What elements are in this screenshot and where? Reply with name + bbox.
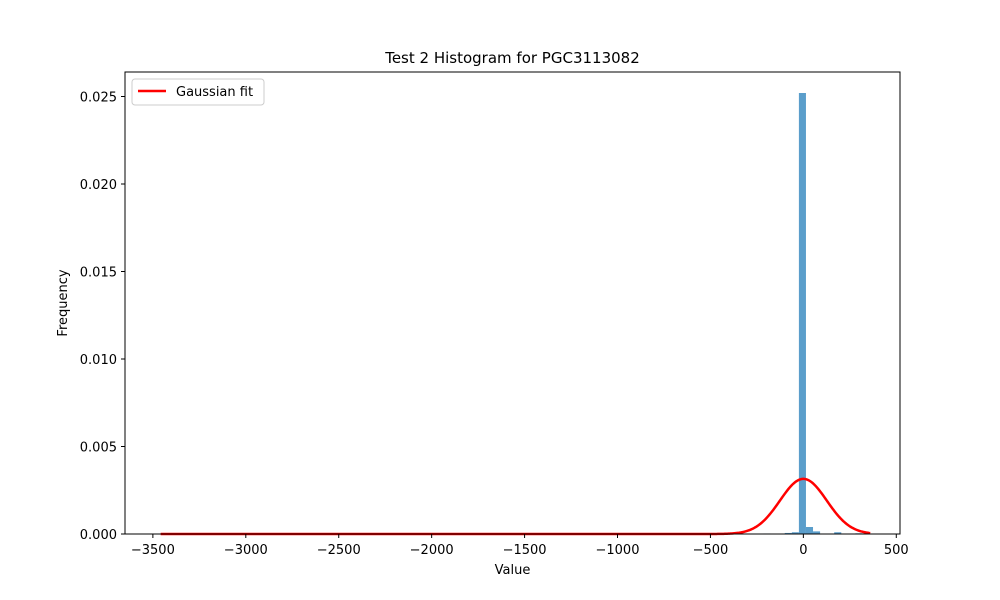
x-axis: −3500 −3000 −2500 −2000 −1500 −1000 −500 0 500 — [131, 534, 909, 558]
y-tick-label: 0.000 — [80, 528, 117, 543]
x-tick-label: −1000 — [596, 543, 640, 558]
histogram-bar-4 — [798, 93, 806, 534]
histogram-bar-5 — [805, 527, 814, 534]
histogram-bar-7 — [834, 532, 842, 534]
x-tick-label: 500 — [884, 543, 909, 558]
plot-frame — [124, 71, 901, 535]
y-tick-label: 0.005 — [80, 441, 117, 456]
x-tick-label: −2500 — [317, 543, 361, 558]
y-tick-label: 0.020 — [80, 178, 117, 193]
y-tick-label: 0.015 — [80, 266, 117, 281]
histogram-bars — [160, 93, 863, 535]
gaussian-fit-line — [160, 477, 871, 536]
y-axis: 0.000 0.005 0.010 0.015 0.020 0.025 — [80, 91, 125, 543]
x-tick-label: −3000 — [224, 543, 268, 558]
x-tick-label: −1500 — [503, 543, 547, 558]
x-tick-label: 0 — [799, 543, 807, 558]
y-tick-label: 0.025 — [80, 91, 117, 106]
y-tick-label: 0.010 — [80, 353, 117, 368]
x-tick-label: −500 — [693, 543, 729, 558]
histogram-bar-3 — [791, 532, 799, 534]
x-tick-label: −2000 — [410, 543, 454, 558]
histogram-bar-2 — [784, 532, 792, 534]
legend-box — [131, 78, 265, 106]
histogram-bar-6 — [813, 531, 821, 534]
legend-label-gaussian-fit: Gaussian fit — [176, 85, 253, 100]
chart-title: Test 2 Histogram for PGC3113082 — [384, 49, 640, 67]
x-axis-label: Value — [495, 563, 531, 578]
x-tick-label: −3500 — [131, 543, 175, 558]
y-axis-label: Frequency — [56, 269, 71, 336]
legend: Gaussian fit — [131, 78, 265, 106]
